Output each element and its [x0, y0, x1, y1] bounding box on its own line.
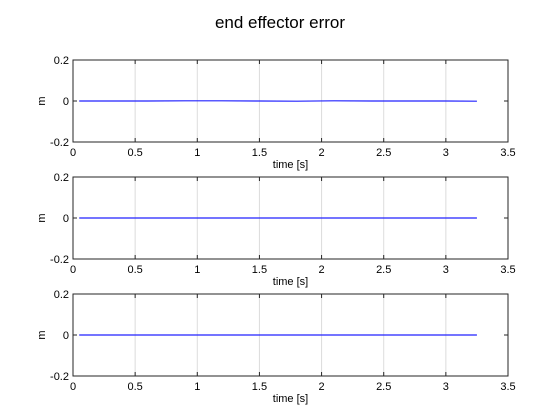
- x-tick-label: 3: [443, 147, 449, 159]
- y-tick-label: 0.2: [54, 289, 69, 301]
- x-axis-label: time [s]: [273, 159, 308, 171]
- y-tick-label: 0.2: [54, 55, 69, 67]
- y-axis-label: m: [36, 96, 48, 105]
- x-tick-label: 0: [70, 264, 76, 276]
- x-tick-label: 3.5: [500, 381, 515, 393]
- x-tick-label: 2.5: [376, 147, 391, 159]
- x-tick-label: 1: [194, 264, 200, 276]
- x-tick-label: 2: [319, 264, 325, 276]
- x-tick-label: 2: [319, 147, 325, 159]
- y-axis-label: m: [36, 213, 48, 222]
- x-tick-label: 1.5: [252, 264, 267, 276]
- y-tick-label: 0: [63, 330, 69, 342]
- x-tick-label: 3: [443, 381, 449, 393]
- x-tick-label: 0: [70, 381, 76, 393]
- x-tick-label: 3: [443, 264, 449, 276]
- axes-box: [72, 176, 509, 260]
- y-axis-label: m: [36, 330, 48, 339]
- x-tick-label: 2: [319, 381, 325, 393]
- y-tick-label: -0.2: [50, 254, 69, 266]
- y-tick-label: -0.2: [50, 371, 69, 383]
- y-tick-label: 0.2: [54, 172, 69, 184]
- x-tick-label: 0.5: [127, 147, 142, 159]
- axes-box: [72, 293, 509, 377]
- x-tick-label: 2.5: [376, 264, 391, 276]
- x-tick-label: 0.5: [127, 381, 142, 393]
- x-tick-label: 1: [194, 381, 200, 393]
- x-tick-label: 0: [70, 147, 76, 159]
- figure-title: end effector error: [215, 13, 345, 32]
- y-tick-label: 0: [63, 96, 69, 108]
- x-tick-label: 1.5: [252, 381, 267, 393]
- x-tick-label: 2.5: [376, 381, 391, 393]
- x-axis-label: time [s]: [273, 393, 308, 405]
- x-tick-label: 1: [194, 147, 200, 159]
- y-tick-label: -0.2: [50, 137, 69, 149]
- x-tick-label: 3.5: [500, 264, 515, 276]
- axes-box: [72, 59, 509, 143]
- x-tick-label: 1.5: [252, 147, 267, 159]
- x-tick-label: 0.5: [127, 264, 142, 276]
- y-tick-label: 0: [63, 213, 69, 225]
- x-axis-label: time [s]: [273, 276, 308, 288]
- x-tick-label: 3.5: [500, 147, 515, 159]
